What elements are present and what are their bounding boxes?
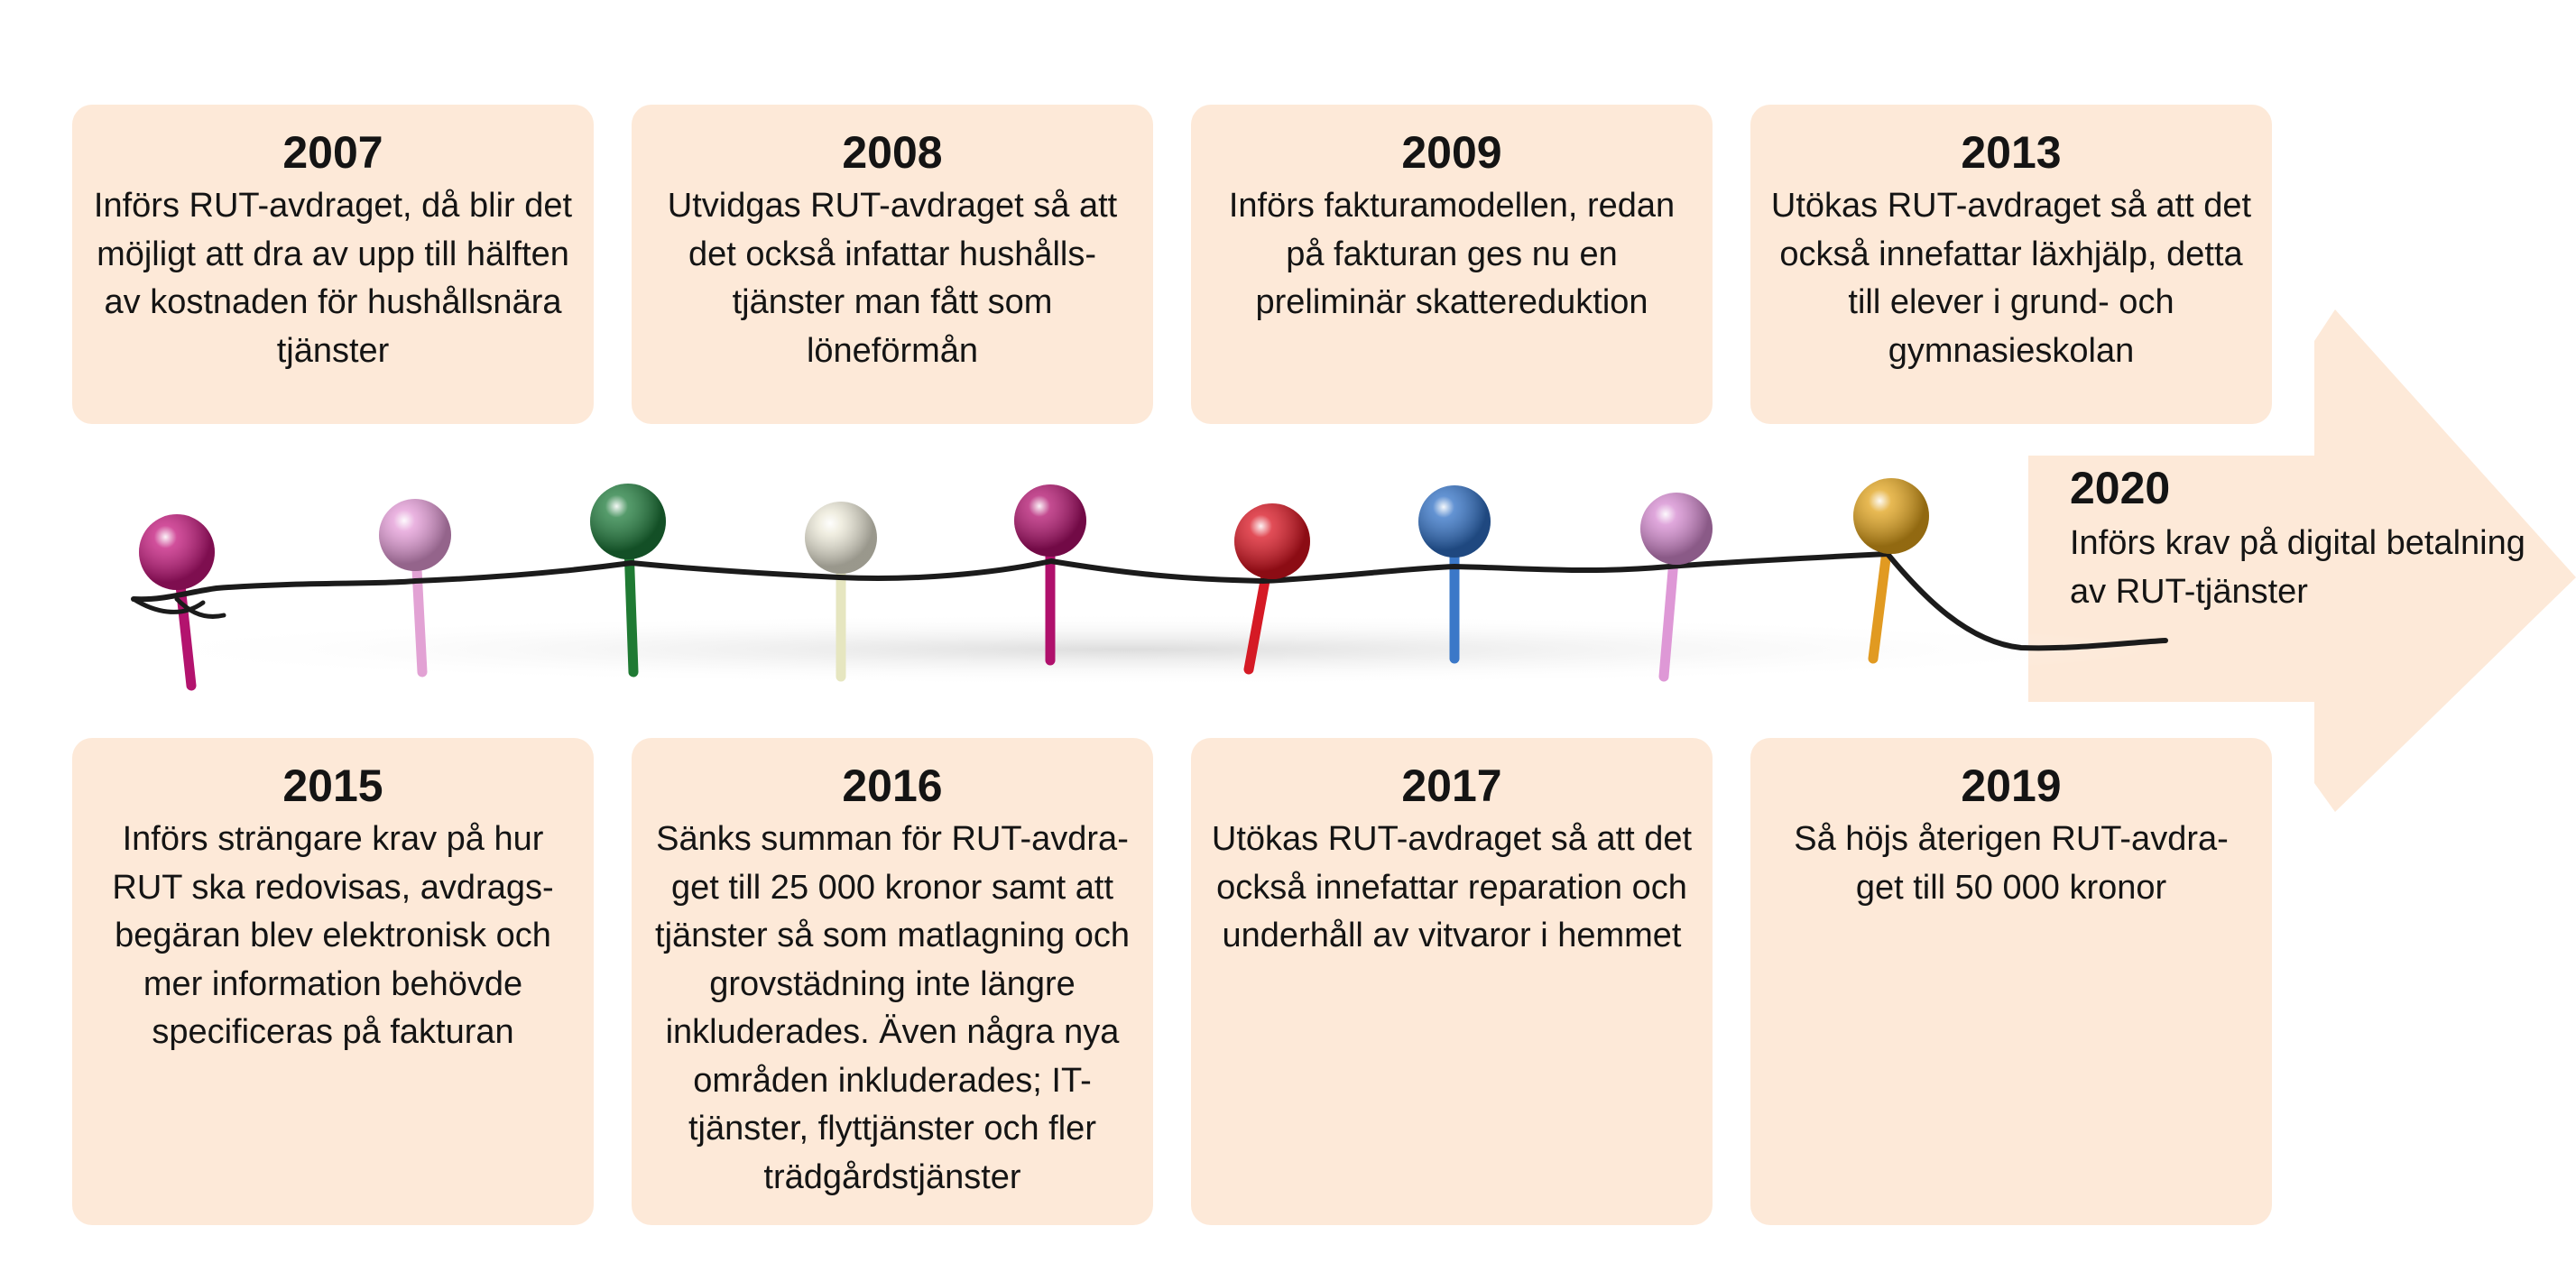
event-year: 2009 [1401, 127, 1502, 178]
event-card-2007: 2007 Införs RUT-avdraget, då blir det mö… [72, 105, 594, 424]
event-year: 2017 [1401, 761, 1502, 811]
event-card-2016: 2016 Sänks summan för RUT-avdra- get til… [632, 738, 1153, 1225]
pin-head-gloss [1234, 503, 1310, 579]
event-description: Utökas RUT-avdraget så att det också inn… [1770, 187, 2252, 370]
pin-head-gloss [379, 499, 451, 571]
pin-head-gloss [139, 514, 215, 590]
event-card-2008: 2008 Utvidgas RUT-avdraget så att det oc… [632, 105, 1153, 424]
event-description: Utvidgas RUT-avdraget så att det också i… [667, 187, 1118, 370]
pin-head-gloss [1014, 484, 1086, 557]
event-year: 2013 [1961, 127, 2062, 178]
ground-shadow [90, 613, 2165, 686]
event-description: Utökas RUT-avdraget så att det också inn… [1211, 820, 1693, 954]
pin-heads [139, 478, 1929, 590]
event-year: 2020 [2070, 463, 2171, 513]
pin-head-gloss [1418, 485, 1491, 558]
event-description: Införs fakturamodellen, redan på faktura… [1228, 187, 1676, 321]
event-description: Så höjs återigen RUT-avdra- get till 50 … [1794, 820, 2229, 907]
event-card-2019: 2019 Så höjs återigen RUT-avdra- get til… [1750, 738, 2272, 1225]
event-card-2009: 2009 Införs fakturamodellen, redan på fa… [1191, 105, 1713, 424]
event-card-2015: 2015 Införs strängare krav på hur RUT sk… [72, 738, 594, 1225]
pin-head-gloss [1640, 493, 1713, 565]
event-card-2017: 2017 Utökas RUT-avdraget så att det ocks… [1191, 738, 1713, 1225]
event-description: Införs krav på digital betalning av RUT-… [2070, 524, 2525, 611]
event-card-2013: 2013 Utökas RUT-avdraget så att det ocks… [1750, 105, 2272, 424]
event-card-2020: 2020 Införs krav på digital betalning av… [2028, 309, 2534, 687]
event-description: Införs RUT-avdraget, då blir det möjligt… [93, 187, 573, 370]
event-year: 2007 [282, 127, 383, 178]
pin-head-gloss [590, 484, 666, 559]
event-year: 2016 [842, 761, 943, 811]
pin-head-gloss [805, 502, 877, 574]
event-description: Införs strängare krav på hur RUT ska red… [112, 820, 554, 1051]
event-year: 2019 [1961, 761, 2062, 811]
timeline-arrow [2028, 309, 2576, 812]
event-year: 2015 [282, 761, 383, 811]
pin-head-gloss [1853, 478, 1929, 554]
event-year: 2008 [842, 127, 943, 178]
string-knot [131, 596, 226, 619]
timeline-string [131, 550, 2168, 651]
event-description: Sänks summan för RUT-avdra- get till 25 … [655, 820, 1130, 1196]
